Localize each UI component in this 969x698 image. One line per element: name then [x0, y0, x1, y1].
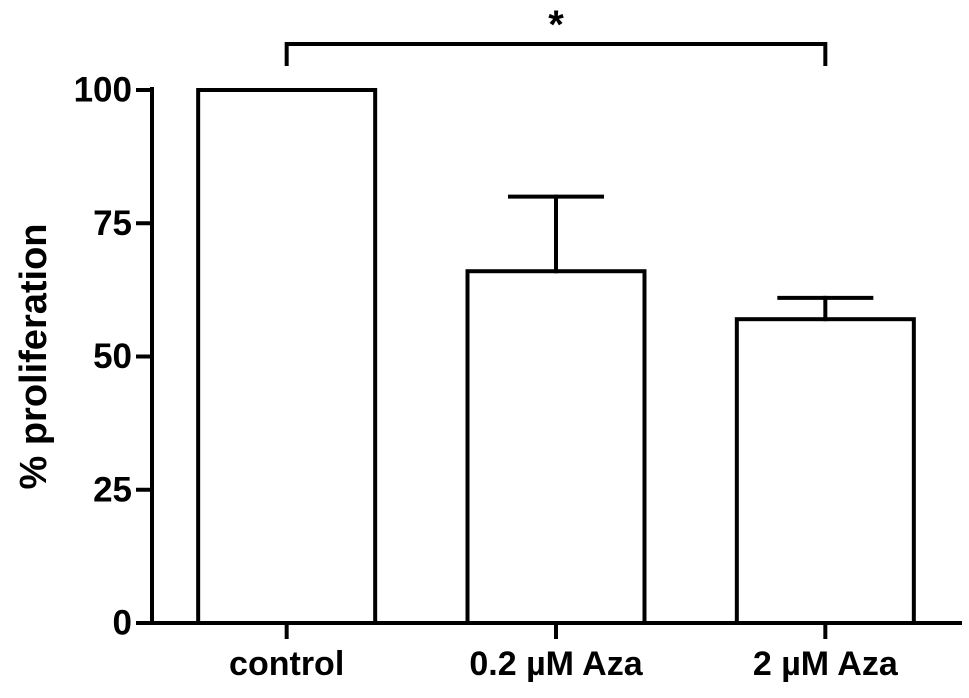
y-axis-title: % proliferation	[13, 223, 55, 489]
bar-0	[196, 88, 378, 625]
y-tick-label: 50	[93, 337, 132, 376]
y-tick-label: 25	[93, 470, 132, 509]
error-bar-1	[508, 194, 604, 274]
bar-1	[465, 269, 647, 625]
error-bar-2	[777, 295, 874, 322]
significance-bracket	[284, 42, 828, 66]
category-label: control	[229, 645, 344, 683]
y-tick-label: 100	[74, 71, 132, 110]
y-tick-label: 0	[113, 604, 132, 643]
y-tick-label: 75	[93, 204, 132, 243]
category-label: 2 µM Aza	[753, 645, 899, 683]
category-label: 0.2 µM Aza	[469, 645, 643, 683]
bar-2	[734, 317, 916, 625]
significance-star: *	[548, 3, 564, 47]
